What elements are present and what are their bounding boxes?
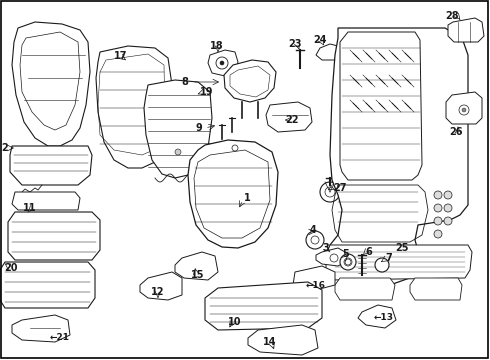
Text: 5: 5 bbox=[343, 249, 349, 259]
Circle shape bbox=[320, 182, 340, 202]
Text: 26: 26 bbox=[449, 127, 463, 137]
Text: 22: 22 bbox=[285, 115, 299, 125]
Polygon shape bbox=[205, 282, 322, 330]
Circle shape bbox=[434, 204, 442, 212]
Polygon shape bbox=[175, 252, 218, 280]
Polygon shape bbox=[12, 22, 90, 146]
Text: 10: 10 bbox=[228, 317, 242, 327]
Text: 6: 6 bbox=[365, 247, 372, 257]
Circle shape bbox=[375, 258, 389, 272]
Text: 2: 2 bbox=[1, 143, 8, 153]
Polygon shape bbox=[335, 278, 395, 300]
Polygon shape bbox=[316, 248, 345, 266]
Polygon shape bbox=[140, 272, 182, 300]
Polygon shape bbox=[410, 278, 462, 300]
Polygon shape bbox=[12, 315, 70, 342]
Text: 25: 25 bbox=[395, 243, 409, 253]
Polygon shape bbox=[0, 262, 95, 308]
Polygon shape bbox=[248, 325, 318, 355]
Polygon shape bbox=[208, 50, 238, 76]
Circle shape bbox=[344, 258, 352, 266]
Polygon shape bbox=[326, 245, 472, 280]
Polygon shape bbox=[293, 266, 335, 292]
Text: 20: 20 bbox=[4, 263, 18, 273]
Polygon shape bbox=[12, 192, 80, 210]
Polygon shape bbox=[96, 46, 172, 168]
Polygon shape bbox=[266, 102, 312, 132]
Polygon shape bbox=[188, 140, 278, 248]
Polygon shape bbox=[446, 92, 482, 124]
Polygon shape bbox=[8, 212, 100, 260]
Text: 28: 28 bbox=[445, 11, 459, 21]
Text: 3: 3 bbox=[322, 243, 329, 253]
Text: 1: 1 bbox=[244, 193, 251, 203]
Circle shape bbox=[306, 231, 324, 249]
Text: 4: 4 bbox=[310, 225, 317, 235]
Text: 23: 23 bbox=[288, 39, 302, 49]
Polygon shape bbox=[330, 28, 468, 285]
Circle shape bbox=[444, 191, 452, 199]
Polygon shape bbox=[358, 305, 396, 328]
Text: ←16: ←16 bbox=[306, 280, 326, 289]
Circle shape bbox=[462, 108, 466, 112]
Text: 27: 27 bbox=[333, 183, 346, 193]
Circle shape bbox=[434, 230, 442, 238]
Text: 17: 17 bbox=[114, 51, 128, 61]
Polygon shape bbox=[316, 44, 340, 60]
Text: 11: 11 bbox=[23, 203, 37, 213]
Circle shape bbox=[444, 217, 452, 225]
Polygon shape bbox=[448, 18, 484, 42]
Text: ←21: ←21 bbox=[50, 333, 70, 342]
Text: 14: 14 bbox=[263, 337, 277, 347]
Circle shape bbox=[340, 254, 356, 270]
Polygon shape bbox=[224, 60, 276, 102]
Polygon shape bbox=[10, 146, 92, 185]
Text: 7: 7 bbox=[385, 253, 392, 263]
Circle shape bbox=[220, 61, 224, 65]
Circle shape bbox=[175, 149, 181, 155]
Text: 24: 24 bbox=[313, 35, 327, 45]
Text: 8: 8 bbox=[181, 77, 188, 87]
Circle shape bbox=[434, 191, 442, 199]
Text: 9: 9 bbox=[195, 123, 202, 133]
Circle shape bbox=[434, 217, 442, 225]
Text: ←13: ←13 bbox=[374, 314, 394, 323]
Text: 18: 18 bbox=[210, 41, 224, 51]
Circle shape bbox=[444, 204, 452, 212]
Polygon shape bbox=[144, 80, 212, 178]
Text: 15: 15 bbox=[191, 270, 205, 280]
Text: 19: 19 bbox=[200, 87, 214, 97]
Text: 12: 12 bbox=[151, 287, 165, 297]
